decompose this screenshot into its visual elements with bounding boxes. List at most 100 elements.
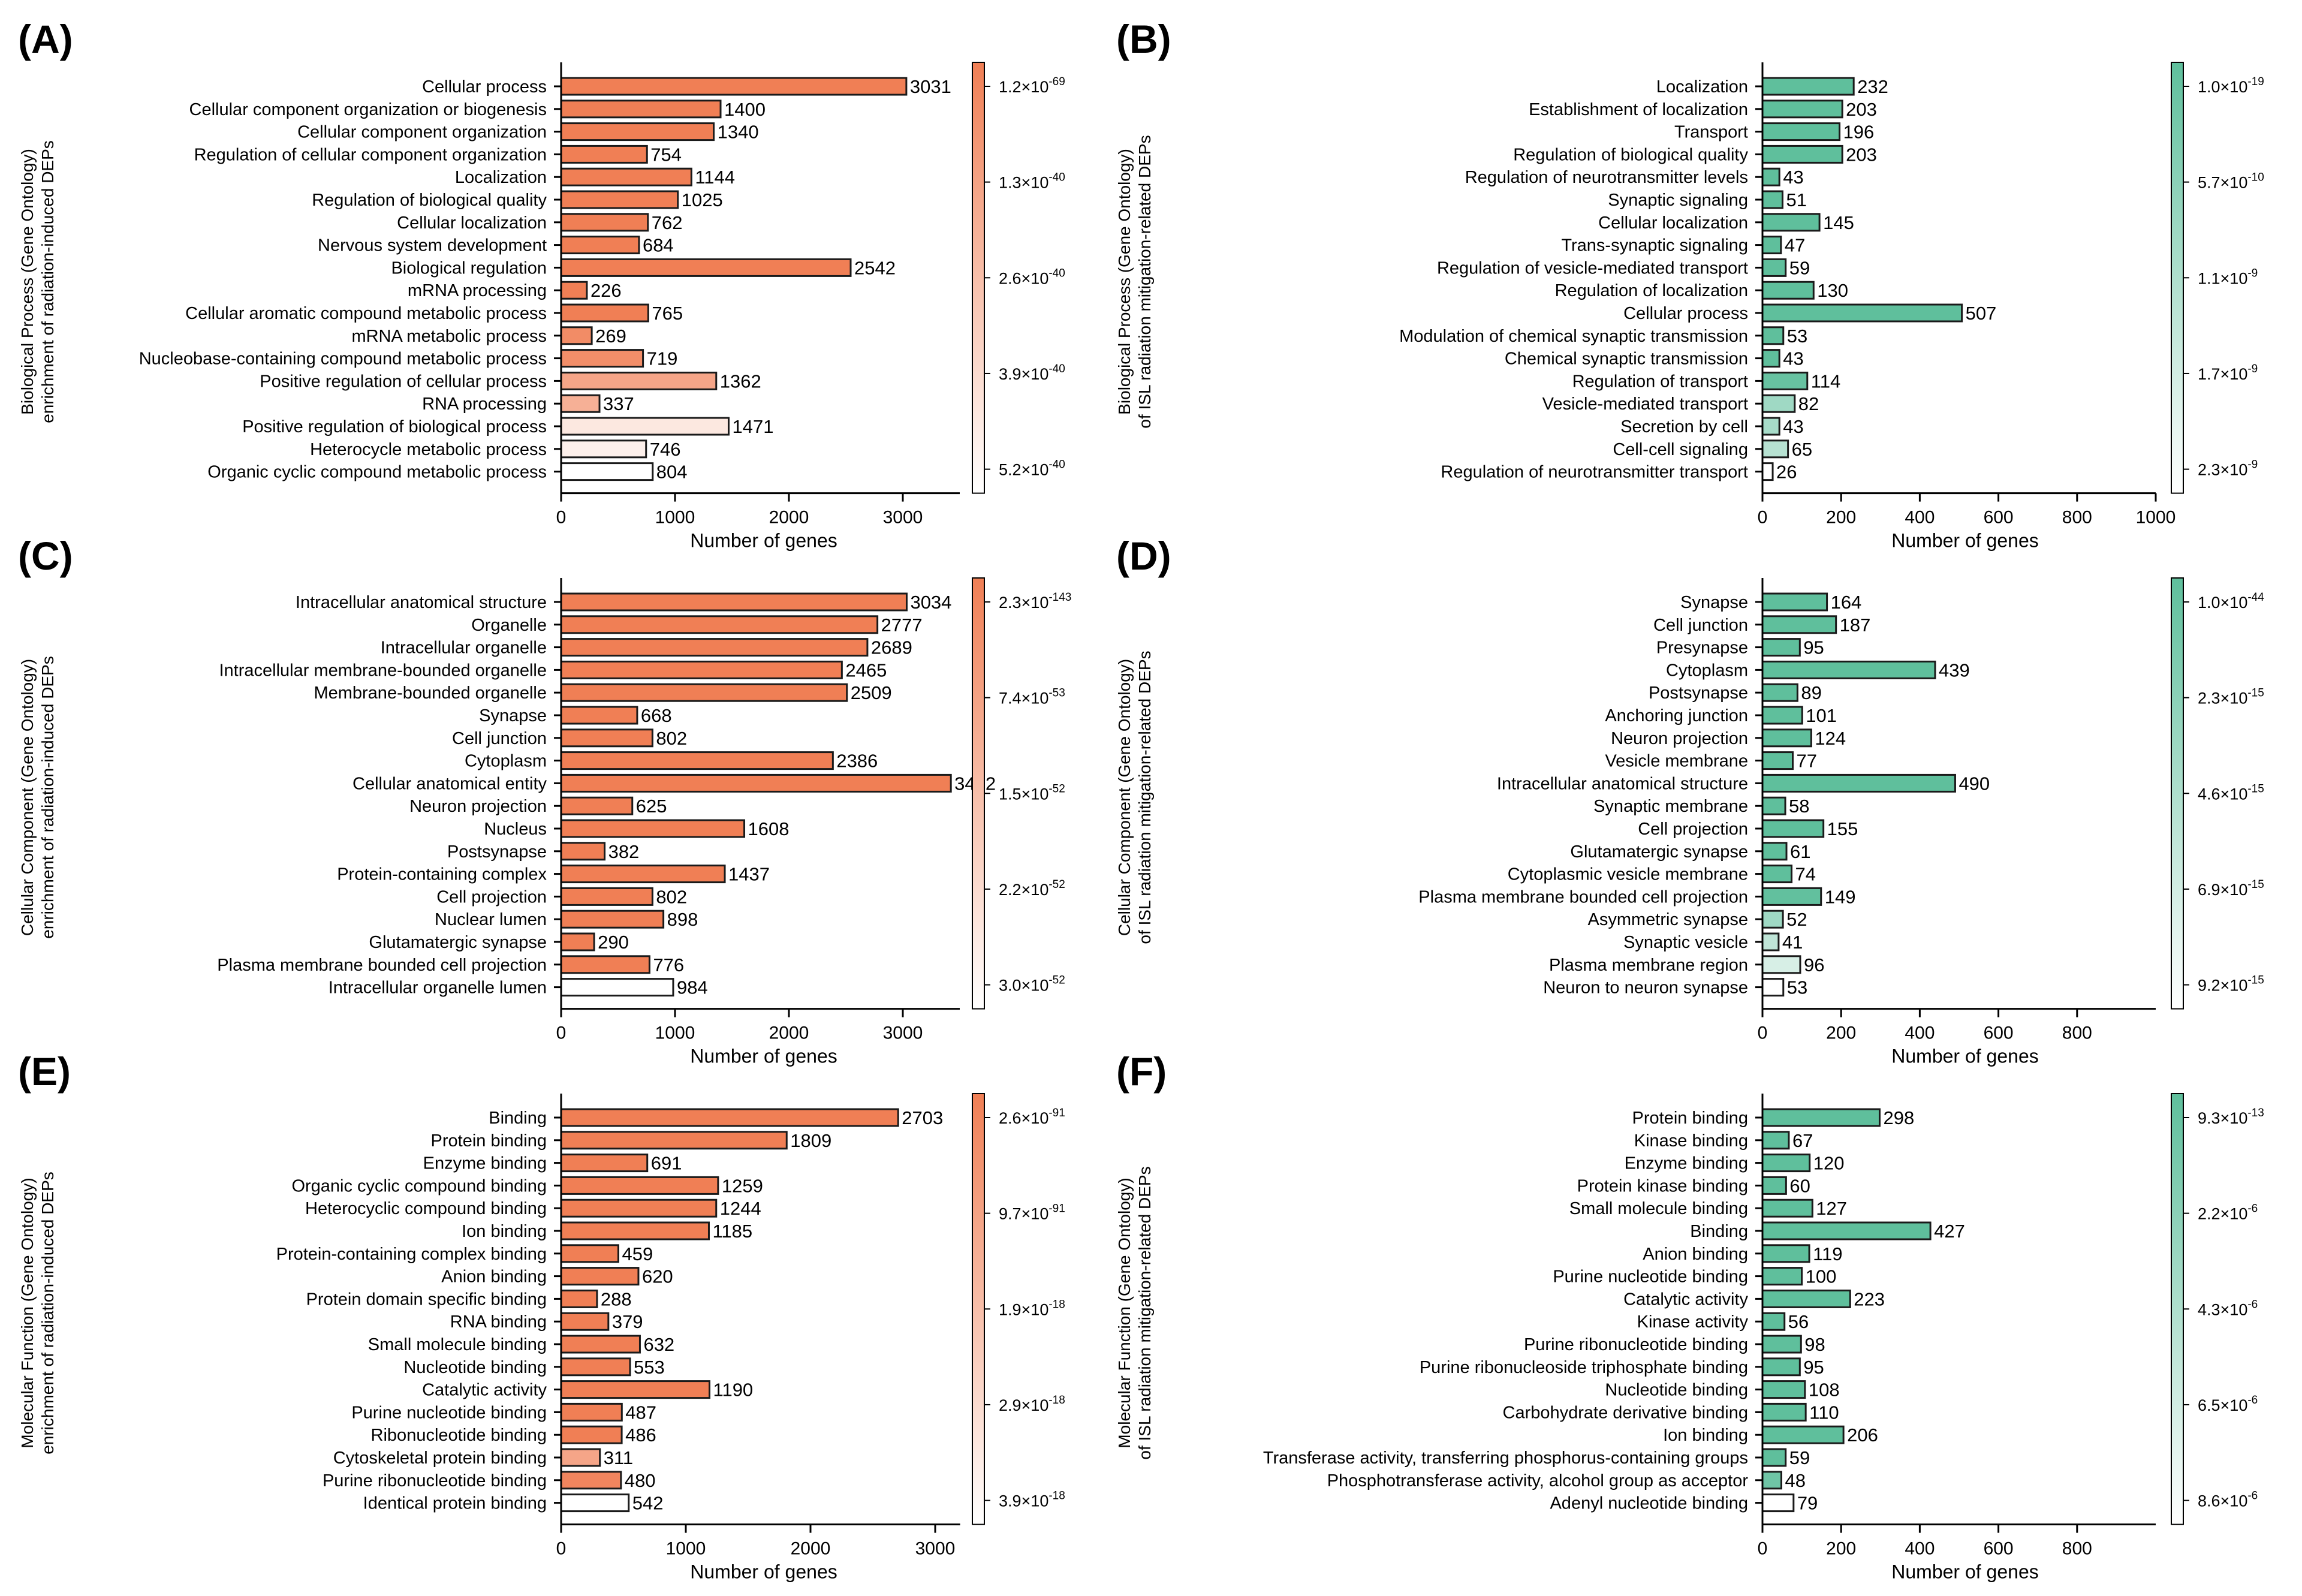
x-tick-label: 800	[2062, 1023, 2092, 1043]
colorbar-label: 4.6×10-15	[2198, 782, 2264, 803]
bar	[560, 394, 601, 413]
bar	[1761, 258, 1787, 277]
value-label: 311	[604, 1447, 633, 1468]
bar	[560, 592, 908, 612]
category-label: Regulation of biological quality	[312, 191, 547, 210]
panel-b: (B) Biological Process (Gene Ontology) of …	[1115, 17, 2264, 552]
category-label: Kinase binding	[1634, 1131, 1748, 1151]
category-label: Intracellular anatomical structure	[1497, 774, 1748, 793]
bar	[560, 1289, 598, 1308]
bar	[1761, 1108, 1881, 1127]
x-tick-label: 0	[1758, 508, 1768, 528]
bar	[560, 1154, 649, 1173]
bar	[1761, 978, 1785, 997]
colorbar	[2171, 1093, 2184, 1525]
y-axis-title: Molecular Function (Gene Ontology) enrich…	[18, 1172, 57, 1455]
bar	[560, 462, 654, 481]
category-label: Cell junction	[452, 729, 547, 748]
value-label: 2465	[845, 660, 887, 680]
x-tick-label: 600	[1984, 1539, 2014, 1559]
category-label: Membrane-bounded organelle	[314, 683, 547, 703]
value-label: 1608	[748, 818, 790, 839]
category-label: Protein kinase binding	[1577, 1176, 1748, 1196]
bar	[560, 683, 848, 702]
category-label: Localization	[1656, 77, 1748, 97]
category-label: Plasma membrane bounded cell projection	[1418, 887, 1748, 907]
colorbar-label: 5.7×10-10	[2198, 171, 2264, 192]
category-label: Synapse	[1680, 593, 1748, 612]
colorbar-label: 9.3×10-13	[2198, 1107, 2264, 1127]
bar	[1761, 1425, 1845, 1444]
x-tick-label: 3000	[883, 508, 923, 528]
x-tick-label: 1000	[655, 508, 695, 528]
value-label: 382	[608, 841, 640, 862]
x-axis-title: Number of genes	[690, 1046, 837, 1067]
category-label: Organic cyclic compound binding	[291, 1176, 547, 1196]
bar	[560, 1357, 631, 1377]
colorbar-label: 2.3×10-143	[999, 591, 1071, 612]
bar	[560, 1244, 619, 1263]
category-label: Localization	[455, 168, 547, 187]
value-label: 59	[1789, 257, 1810, 278]
x-tick-label: 1000	[666, 1539, 706, 1559]
category-label: Secretion by cell	[1620, 417, 1748, 436]
value-label: 98	[1804, 1334, 1825, 1355]
category-label: Neuron projection	[409, 797, 547, 816]
bar	[560, 303, 649, 323]
panel-letter: (E)	[18, 1049, 71, 1094]
value-label: 1809	[790, 1130, 831, 1151]
panel-f: (F) Molecular Function (Gene Ontology) of …	[1115, 1049, 2264, 1583]
value-label: 130	[1817, 280, 1848, 301]
colorbar-label: 7.4×10-53	[999, 687, 1065, 707]
category-label: Cell projection	[436, 887, 547, 907]
y-axis-title: Cellular Component (Gene Ontology) enrich…	[18, 656, 57, 939]
x-tick-label: 2000	[769, 1023, 809, 1043]
y-axis-title-line: of ISL radiation mitigation-related DEPs	[1135, 651, 1154, 944]
bar	[560, 1425, 623, 1444]
y-axis-title: Biological Process (Gene Ontology) enrich…	[18, 140, 57, 423]
bar	[560, 349, 644, 368]
category-label: Cellular aromatic compound metabolic pro…	[185, 304, 547, 323]
bar	[560, 796, 634, 815]
category-label: Cellular localization	[397, 213, 547, 233]
category-label: Cytoplasm	[1666, 661, 1748, 680]
value-label: 1185	[712, 1221, 752, 1242]
x-tick-label: 0	[1758, 1023, 1768, 1043]
category-label: Carbohydrate derivative binding	[1503, 1403, 1748, 1422]
category-label: Enzyme binding	[423, 1154, 547, 1173]
colorbar-label: 2.3×10-15	[2198, 687, 2264, 707]
value-label: 43	[1783, 416, 1803, 437]
bar	[1761, 842, 1788, 861]
value-label: 1400	[724, 99, 766, 120]
category-label: Nucleotide binding	[403, 1358, 547, 1377]
bar	[560, 213, 649, 232]
colorbar-label: 5.2×10-40	[999, 459, 1065, 479]
panel-letter: (F)	[1116, 1049, 1167, 1094]
value-label: 1144	[695, 167, 735, 188]
y-axis-title-line: Biological Process (Gene Ontology)	[18, 149, 37, 415]
value-label: 206	[1847, 1425, 1878, 1446]
category-label: Protein-containing complex binding	[276, 1245, 547, 1264]
category-label: Postsynapse	[1649, 683, 1748, 703]
y-axis-title-line: of ISL radiation mitigation-related DEPs	[1135, 135, 1154, 428]
colorbar-label: 2.2×10-52	[999, 878, 1065, 899]
category-label: Chemical synaptic transmission	[1505, 350, 1748, 369]
bar	[1761, 213, 1821, 232]
value-label: 43	[1783, 348, 1803, 369]
category-label: Regulation of vesicle-mediated transport	[1437, 258, 1748, 278]
bar	[1761, 887, 1822, 906]
bar	[560, 865, 726, 884]
value-label: 61	[1790, 841, 1810, 862]
bar	[1761, 1357, 1801, 1377]
value-label: 684	[643, 235, 674, 256]
category-label: Regulation of transport	[1572, 372, 1748, 391]
value-label: 53	[1787, 326, 1807, 347]
value-label: 100	[1806, 1266, 1837, 1287]
category-label: Cellular component organization or bioge…	[189, 100, 547, 119]
value-label: 898	[667, 909, 698, 930]
x-tick-label: 400	[1905, 508, 1935, 528]
colorbar-label: 8.6×10-6	[2198, 1490, 2258, 1510]
bar	[560, 326, 593, 345]
category-label: Transferase activity, transferring phosp…	[1263, 1449, 1748, 1468]
bar	[560, 1198, 718, 1218]
